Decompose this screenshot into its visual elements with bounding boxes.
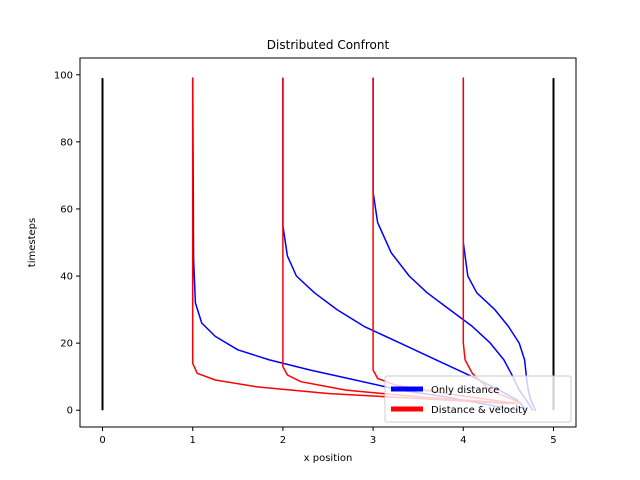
legend: Only distance Distance & velocity bbox=[384, 375, 572, 423]
x-tick-label: 1 bbox=[190, 435, 196, 446]
legend-label-0: Only distance bbox=[431, 385, 499, 396]
legend-box bbox=[384, 375, 572, 423]
y-tick-label: 0 bbox=[67, 406, 73, 417]
y-axis-label: timesteps bbox=[27, 218, 38, 267]
chart-title: Distributed Confront bbox=[267, 38, 390, 52]
y-tick-label: 100 bbox=[54, 70, 73, 81]
axis-ticks: 0 1 2 3 4 5 0 20 40 60 80 100 bbox=[54, 70, 557, 446]
y-tick-label: 20 bbox=[60, 339, 73, 350]
legend-label-1: Distance & velocity bbox=[431, 405, 528, 416]
x-tick-label: 0 bbox=[99, 435, 105, 446]
x-tick-label: 5 bbox=[550, 435, 556, 446]
y-tick-label: 40 bbox=[60, 272, 73, 283]
y-tick-label: 80 bbox=[60, 137, 73, 148]
x-tick-label: 3 bbox=[370, 435, 376, 446]
x-tick-label: 4 bbox=[460, 435, 466, 446]
x-tick-label: 2 bbox=[280, 435, 286, 446]
axes-frame bbox=[79, 57, 577, 428]
x-axis-label: x position bbox=[304, 453, 353, 464]
y-tick-label: 60 bbox=[60, 204, 73, 215]
